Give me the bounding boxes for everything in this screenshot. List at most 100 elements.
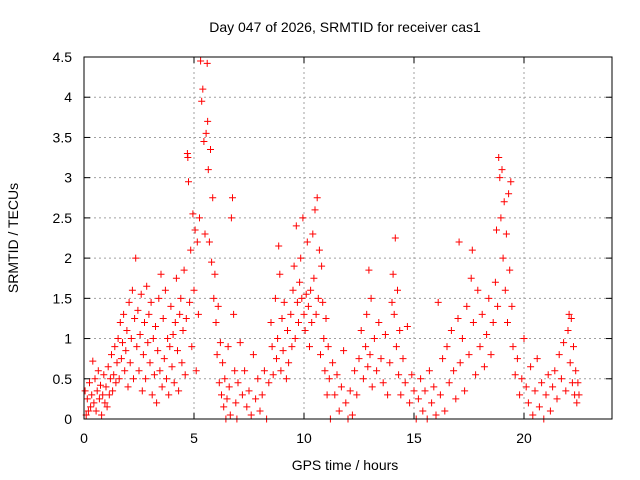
data-point xyxy=(365,266,373,274)
x-tick-label: 0 xyxy=(80,430,88,446)
x-tick-label: 5 xyxy=(190,430,198,446)
data-point xyxy=(303,238,311,246)
data-point xyxy=(458,335,466,343)
data-point xyxy=(509,343,517,351)
data-point xyxy=(551,367,559,375)
data-point xyxy=(513,355,521,363)
data-point xyxy=(489,318,497,326)
data-point xyxy=(103,403,111,411)
data-point xyxy=(215,379,223,387)
data-point xyxy=(175,387,183,395)
data-point xyxy=(454,314,462,322)
data-point xyxy=(178,359,186,367)
data-point xyxy=(122,347,130,355)
data-point xyxy=(229,194,236,202)
data-point xyxy=(238,391,246,399)
data-point xyxy=(241,367,249,375)
data-point xyxy=(565,310,573,318)
data-point xyxy=(557,375,565,383)
data-point xyxy=(495,154,503,162)
data-point xyxy=(306,343,313,351)
data-point xyxy=(465,351,473,359)
data-point xyxy=(493,226,500,234)
data-point xyxy=(505,190,513,198)
data-point xyxy=(188,343,196,351)
data-point xyxy=(271,294,279,302)
x-tick-label: 15 xyxy=(406,430,422,446)
data-point xyxy=(468,246,476,254)
data-point xyxy=(467,274,475,282)
data-point xyxy=(353,391,361,399)
data-point xyxy=(452,395,460,403)
data-point xyxy=(135,367,143,375)
data-point xyxy=(148,391,156,399)
data-point xyxy=(500,198,508,206)
data-point xyxy=(325,375,333,383)
data-point xyxy=(137,290,145,298)
data-point xyxy=(90,399,98,407)
data-point xyxy=(165,391,173,399)
data-point xyxy=(113,359,121,367)
data-point xyxy=(108,351,115,359)
data-point xyxy=(169,331,177,339)
data-point xyxy=(373,367,381,375)
x-tick-label: 20 xyxy=(516,430,532,446)
data-point xyxy=(367,294,375,302)
data-point xyxy=(192,367,200,375)
data-point xyxy=(254,375,262,383)
y-tick-label: 3.5 xyxy=(53,129,73,145)
data-point xyxy=(313,194,321,202)
data-point xyxy=(310,274,318,282)
data-point xyxy=(293,298,301,306)
data-point xyxy=(301,327,309,335)
data-point xyxy=(390,310,398,318)
series-srmtid xyxy=(81,57,583,423)
data-point xyxy=(527,363,535,371)
data-point xyxy=(386,359,394,367)
data-point xyxy=(544,371,552,379)
data-point xyxy=(308,318,316,326)
data-point xyxy=(461,387,469,395)
data-point xyxy=(112,379,120,387)
data-point xyxy=(131,314,139,322)
data-point xyxy=(130,375,137,383)
data-point xyxy=(256,407,264,415)
data-point xyxy=(428,399,436,407)
data-point xyxy=(384,391,392,399)
data-point xyxy=(221,375,229,383)
data-point xyxy=(185,178,192,186)
data-point xyxy=(189,210,197,218)
data-point xyxy=(359,375,367,383)
data-point xyxy=(265,379,273,387)
data-point xyxy=(337,383,345,391)
data-point xyxy=(155,294,163,302)
data-point xyxy=(434,298,442,306)
data-point xyxy=(190,286,198,294)
data-point xyxy=(401,379,409,387)
data-point xyxy=(342,399,350,407)
data-point xyxy=(388,298,396,306)
data-point xyxy=(399,355,407,363)
data-point xyxy=(538,379,546,387)
data-point xyxy=(288,343,296,351)
data-point xyxy=(396,327,404,335)
data-point xyxy=(478,310,486,318)
data-point xyxy=(232,399,240,407)
data-point xyxy=(142,375,150,383)
data-point xyxy=(518,375,526,383)
y-tick-label: 4 xyxy=(64,89,72,105)
data-point xyxy=(319,298,327,306)
data-point xyxy=(445,379,453,387)
data-point xyxy=(456,359,464,367)
data-point xyxy=(295,318,302,326)
data-point xyxy=(351,367,359,375)
data-point xyxy=(226,411,234,419)
data-point xyxy=(391,234,399,242)
data-point xyxy=(278,314,286,322)
data-point xyxy=(92,407,100,415)
data-point xyxy=(132,254,140,262)
data-point xyxy=(267,318,275,326)
data-point xyxy=(119,339,126,347)
data-point xyxy=(425,367,433,375)
data-point xyxy=(504,318,511,326)
